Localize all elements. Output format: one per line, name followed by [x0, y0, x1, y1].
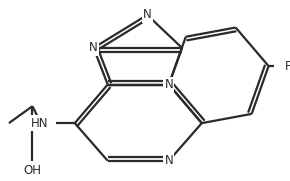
- Text: OH: OH: [23, 164, 41, 177]
- Text: HN: HN: [31, 117, 48, 130]
- Text: F: F: [284, 60, 290, 73]
- Text: N: N: [143, 9, 152, 21]
- Text: N: N: [89, 41, 98, 54]
- Text: N: N: [164, 154, 173, 167]
- Text: N: N: [164, 78, 173, 91]
